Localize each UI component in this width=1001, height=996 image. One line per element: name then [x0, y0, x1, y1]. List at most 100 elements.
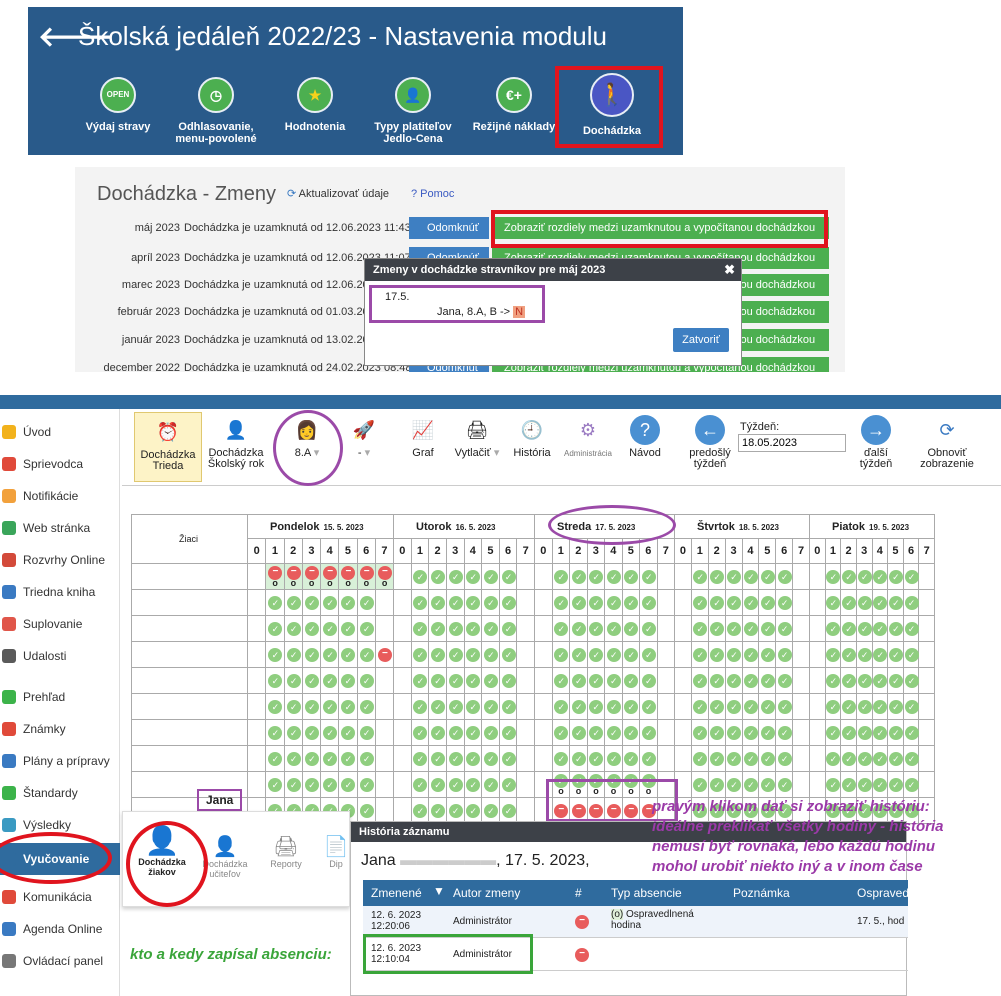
attendance-cell[interactable]	[919, 772, 935, 798]
attendance-cell[interactable]	[919, 642, 935, 668]
attendance-cell[interactable]	[810, 668, 826, 694]
sidebar-item[interactable]: Web stránka	[0, 512, 120, 544]
attendance-cell[interactable]	[517, 772, 535, 798]
attendance-cell[interactable]	[375, 590, 394, 616]
attendance-cell[interactable]	[394, 746, 412, 772]
admin-button[interactable]: ⚙ Administrácia	[562, 415, 614, 459]
sidebar-item[interactable]: Prehľad	[0, 681, 120, 713]
refresh-link[interactable]: ⟳ Aktualizovať údaje	[287, 188, 390, 200]
sidebar-item[interactable]: Triedna kniha	[0, 576, 120, 608]
attendance-cell[interactable]	[919, 616, 935, 642]
attendance-cell[interactable]	[919, 668, 935, 694]
attendance-cell[interactable]	[535, 590, 553, 616]
module-typy-platitelov[interactable]: 👤 Typy platiteľov Jedlo-Cena	[363, 77, 463, 145]
attendance-cell[interactable]	[793, 694, 810, 720]
attendance-cell[interactable]	[793, 746, 810, 772]
attendance-cell[interactable]	[675, 772, 692, 798]
student-cell[interactable]	[131, 564, 248, 590]
attendance-cell[interactable]	[675, 616, 692, 642]
attendance-cell[interactable]	[375, 616, 394, 642]
attendance-cell[interactable]	[375, 694, 394, 720]
attendance-cell[interactable]	[394, 590, 412, 616]
attendance-cell[interactable]	[517, 746, 535, 772]
sidebar-item[interactable]: Výsledky	[0, 809, 120, 841]
student-cell[interactable]	[131, 590, 248, 616]
student-cell[interactable]	[131, 642, 248, 668]
student-cell[interactable]	[131, 694, 248, 720]
attendance-cell[interactable]	[535, 720, 553, 746]
attendance-cell[interactable]	[810, 642, 826, 668]
group-selector[interactable]: 🚀 - ▾	[344, 415, 384, 459]
attendance-cell[interactable]	[248, 694, 267, 720]
history-button[interactable]: 🕘 História	[510, 415, 554, 459]
attendance-cell[interactable]	[535, 694, 553, 720]
attendance-cell[interactable]	[810, 720, 826, 746]
attendance-cell[interactable]	[517, 642, 535, 668]
attendance-cell[interactable]	[657, 564, 675, 590]
attendance-cell[interactable]	[919, 798, 935, 824]
student-cell[interactable]	[131, 668, 248, 694]
module-odhlasovanie[interactable]: ◷ Odhlasovanie, menu-povolené	[166, 77, 266, 145]
attendance-cell[interactable]	[248, 564, 267, 590]
attendance-cell[interactable]	[793, 590, 810, 616]
attendance-cell[interactable]	[394, 668, 412, 694]
attendance-cell[interactable]	[248, 668, 267, 694]
prev-week-button[interactable]: ← predošlý týždeň	[682, 415, 738, 470]
attendance-cell[interactable]	[793, 564, 810, 590]
attendance-cell[interactable]	[248, 616, 267, 642]
sidebar-item[interactable]: Komunikácia	[0, 881, 120, 913]
attendance-cell[interactable]	[657, 720, 675, 746]
attendance-cell[interactable]	[535, 746, 553, 772]
attendance-cell[interactable]	[657, 590, 675, 616]
attendance-cell[interactable]	[793, 642, 810, 668]
attendance-cell[interactable]	[810, 616, 826, 642]
attendance-cell[interactable]	[675, 668, 692, 694]
attendance-cell[interactable]	[657, 746, 675, 772]
sidebar-item[interactable]: Udalosti	[0, 640, 120, 672]
module-vydaj-stravy[interactable]: OPEN Výdaj stravy	[68, 77, 168, 133]
attendance-cell[interactable]	[248, 746, 267, 772]
attendance-cell[interactable]	[657, 642, 675, 668]
attendance-cell[interactable]	[657, 668, 675, 694]
attendance-cell[interactable]	[919, 694, 935, 720]
attendance-cell[interactable]	[394, 772, 412, 798]
refresh-view-button[interactable]: ⟳ Obnoviť zobrazenie	[914, 415, 980, 470]
sidebar-item[interactable]: Úvod	[0, 416, 120, 448]
attendance-cell[interactable]	[517, 720, 535, 746]
help-link[interactable]: ? Pomoc	[411, 188, 455, 200]
attendance-cell[interactable]	[375, 668, 394, 694]
sidebar-item[interactable]: Známky	[0, 713, 120, 745]
attendance-cell[interactable]	[675, 564, 692, 590]
attendance-cell[interactable]	[517, 564, 535, 590]
attendance-cell[interactable]	[248, 590, 267, 616]
attendance-cell[interactable]	[517, 694, 535, 720]
module-dochadzka[interactable]: 🚶 Dochádzka	[562, 73, 662, 137]
help-button[interactable]: ? Návod	[625, 415, 665, 459]
attendance-cell[interactable]	[535, 616, 553, 642]
attendance-cell[interactable]	[793, 720, 810, 746]
student-cell[interactable]	[131, 616, 248, 642]
attendance-cell[interactable]	[810, 772, 826, 798]
diplomas-item[interactable]: 📄 Dip	[323, 836, 349, 869]
sidebar-item[interactable]: Suplovanie	[0, 608, 120, 640]
attendance-cell[interactable]	[919, 746, 935, 772]
close-button[interactable]: Zatvoriť	[673, 328, 729, 352]
attendance-cell[interactable]	[394, 642, 412, 668]
attendance-cell[interactable]	[394, 616, 412, 642]
attendance-cell[interactable]	[793, 668, 810, 694]
attendance-cell[interactable]	[675, 590, 692, 616]
student-cell[interactable]	[131, 746, 248, 772]
attendance-cell[interactable]	[657, 616, 675, 642]
print-button[interactable]: 🖨 Vytlačiť ▾	[452, 415, 502, 459]
attendance-cell[interactable]	[535, 668, 553, 694]
close-icon[interactable]: ✖	[724, 262, 735, 277]
attendance-cell[interactable]	[394, 720, 412, 746]
attendance-cell[interactable]	[657, 694, 675, 720]
attendance-cell[interactable]	[535, 564, 553, 590]
sidebar-item[interactable]: Plány a prípravy	[0, 745, 120, 777]
sidebar-item[interactable]: Agenda Online	[0, 913, 120, 945]
attendance-cell[interactable]	[394, 564, 412, 590]
sidebar-item[interactable]: Štandardy	[0, 777, 120, 809]
back-arrow-icon[interactable]: 🡐	[38, 21, 114, 52]
sidebar-item[interactable]: Rozvrhy Online	[0, 544, 120, 576]
